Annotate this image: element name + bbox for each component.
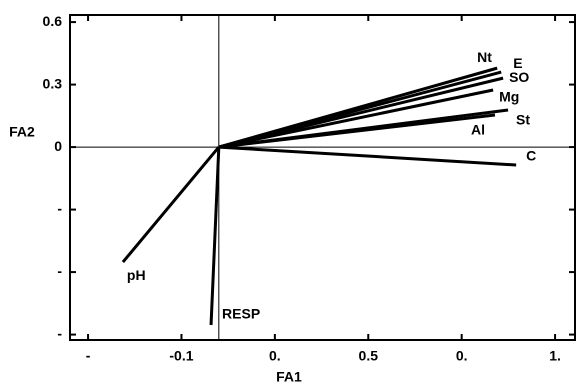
y-tick-label: - xyxy=(57,325,62,341)
x-tick-label: 0. xyxy=(269,348,281,364)
x-tick-label: 1. xyxy=(549,348,561,364)
loading-vector xyxy=(218,88,494,149)
x-tick-label: -0.1 xyxy=(169,348,193,364)
x-axis-title: FA1 xyxy=(276,369,302,385)
loading-vector xyxy=(121,146,220,264)
vector-label: pH xyxy=(127,267,146,283)
vector-label: E xyxy=(513,55,522,71)
x-tick-label: - xyxy=(86,348,91,364)
y-tick-label: - xyxy=(57,263,62,279)
vector-label: Al xyxy=(471,122,485,138)
vector-label: Nt xyxy=(477,49,492,65)
vector-label: C xyxy=(526,148,536,164)
vector-label: Mg xyxy=(499,89,519,105)
loading-vector xyxy=(209,147,221,326)
loading-vector xyxy=(218,113,496,149)
x-tick-label: 0.5 xyxy=(359,348,379,364)
vector-label: RESP xyxy=(222,306,260,322)
x-tick-label: 0. xyxy=(456,348,468,364)
plot-frame xyxy=(69,14,576,341)
y-axis-title: FA2 xyxy=(9,124,35,140)
vector-label: St xyxy=(516,112,530,128)
loading-vector xyxy=(218,76,504,149)
y-tick-label: - xyxy=(57,200,62,216)
loading-vector xyxy=(218,145,517,167)
y-tick-label: 0.6 xyxy=(43,13,63,29)
vector-label: SO xyxy=(509,69,529,85)
y-tick-label: 0 xyxy=(54,138,62,154)
y-tick-label: 0.3 xyxy=(43,75,63,91)
